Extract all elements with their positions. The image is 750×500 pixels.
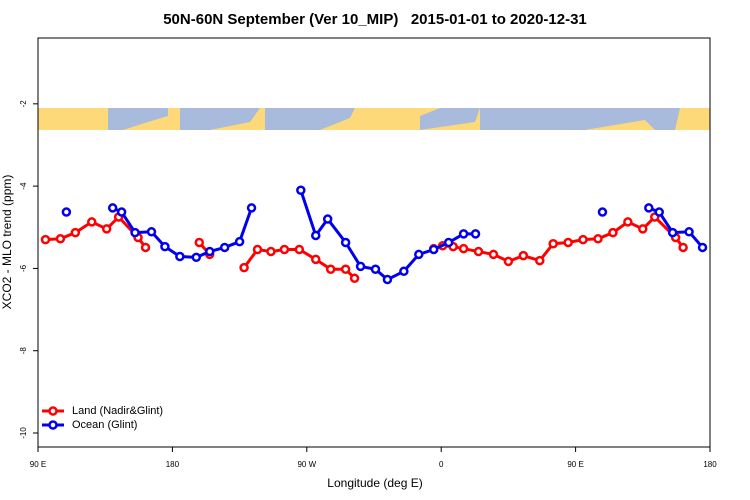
data-point bbox=[458, 229, 469, 239]
data-point bbox=[623, 217, 633, 227]
x-tick-label: 90 E bbox=[567, 460, 583, 469]
data-point bbox=[382, 274, 393, 285]
y-tick-label: -4 bbox=[19, 182, 28, 190]
data-point bbox=[697, 242, 708, 253]
data-point bbox=[296, 185, 306, 195]
y-axis-label: XCO2 - MLO trend (ppm) bbox=[0, 175, 14, 310]
data-point bbox=[684, 227, 694, 237]
series-line bbox=[433, 214, 685, 264]
data-point bbox=[443, 237, 454, 248]
x-tick-label: 90 W bbox=[297, 460, 316, 469]
data-point bbox=[458, 243, 469, 254]
y-tick-label: -8 bbox=[19, 347, 28, 355]
data-point bbox=[638, 224, 648, 234]
data-point bbox=[191, 252, 202, 263]
legend-label: Land (Nadir&Glint) bbox=[72, 405, 163, 417]
x-tick-label: 90 E bbox=[30, 460, 46, 469]
data-point bbox=[239, 262, 249, 273]
data-point bbox=[399, 266, 409, 277]
data-point bbox=[204, 246, 215, 257]
y-tick-label: -2 bbox=[19, 100, 28, 108]
data-point bbox=[252, 244, 263, 255]
data-point bbox=[644, 203, 654, 213]
data-point bbox=[473, 246, 484, 257]
legend-marker bbox=[48, 406, 58, 416]
data-point bbox=[667, 227, 678, 238]
data-point bbox=[322, 214, 333, 224]
chart-title: 50N-60N September (Ver 10_MIP) 2015-01-0… bbox=[163, 11, 587, 28]
data-point bbox=[535, 255, 545, 266]
x-tick-label: 0 bbox=[439, 460, 444, 469]
data-point bbox=[548, 238, 558, 249]
data-point bbox=[340, 264, 351, 274]
y-tick-label: -10 bbox=[19, 427, 28, 439]
data-point bbox=[325, 264, 336, 274]
data-point bbox=[311, 230, 321, 241]
data-point bbox=[311, 254, 321, 265]
data-point bbox=[107, 203, 118, 213]
data-point bbox=[70, 227, 81, 238]
data-point bbox=[294, 244, 305, 255]
data-point bbox=[266, 246, 276, 257]
data-point bbox=[175, 251, 185, 262]
data-point bbox=[219, 242, 230, 253]
x-axis-label: Longitude (deg E) bbox=[327, 476, 422, 490]
data-point bbox=[414, 249, 424, 260]
data-point bbox=[578, 234, 588, 245]
data-point bbox=[608, 227, 618, 238]
data-point bbox=[597, 207, 608, 217]
data-point bbox=[194, 237, 205, 248]
data-point bbox=[55, 234, 66, 244]
data-point bbox=[349, 273, 360, 284]
data-point bbox=[503, 256, 514, 267]
data-point bbox=[61, 207, 72, 217]
legend-marker bbox=[48, 420, 58, 430]
data-point bbox=[279, 244, 290, 255]
data-point bbox=[563, 237, 573, 248]
data-point bbox=[654, 207, 664, 217]
data-point bbox=[116, 207, 127, 217]
data-point bbox=[87, 217, 97, 227]
data-point bbox=[101, 224, 112, 234]
data-point bbox=[140, 242, 151, 253]
plot-frame bbox=[37, 37, 711, 448]
data-point bbox=[246, 203, 257, 213]
data-point bbox=[234, 236, 245, 247]
y-tick-label: -6 bbox=[19, 264, 28, 272]
data-point bbox=[470, 229, 481, 239]
map-strip bbox=[38, 108, 710, 130]
data-point bbox=[160, 241, 170, 252]
data-point bbox=[40, 234, 51, 245]
legend-label: Ocean (Glint) bbox=[72, 419, 137, 431]
data-point bbox=[488, 249, 499, 260]
data-point bbox=[340, 237, 351, 248]
data-point bbox=[518, 250, 529, 261]
x-tick-label: 180 bbox=[166, 460, 180, 469]
x-tick-label: 180 bbox=[703, 460, 717, 469]
data-point bbox=[355, 261, 366, 272]
data-point bbox=[130, 227, 140, 238]
data-point bbox=[678, 242, 688, 253]
data-point bbox=[146, 227, 157, 237]
data-point bbox=[428, 244, 439, 255]
data-point bbox=[370, 264, 381, 274]
data-point bbox=[593, 234, 603, 244]
